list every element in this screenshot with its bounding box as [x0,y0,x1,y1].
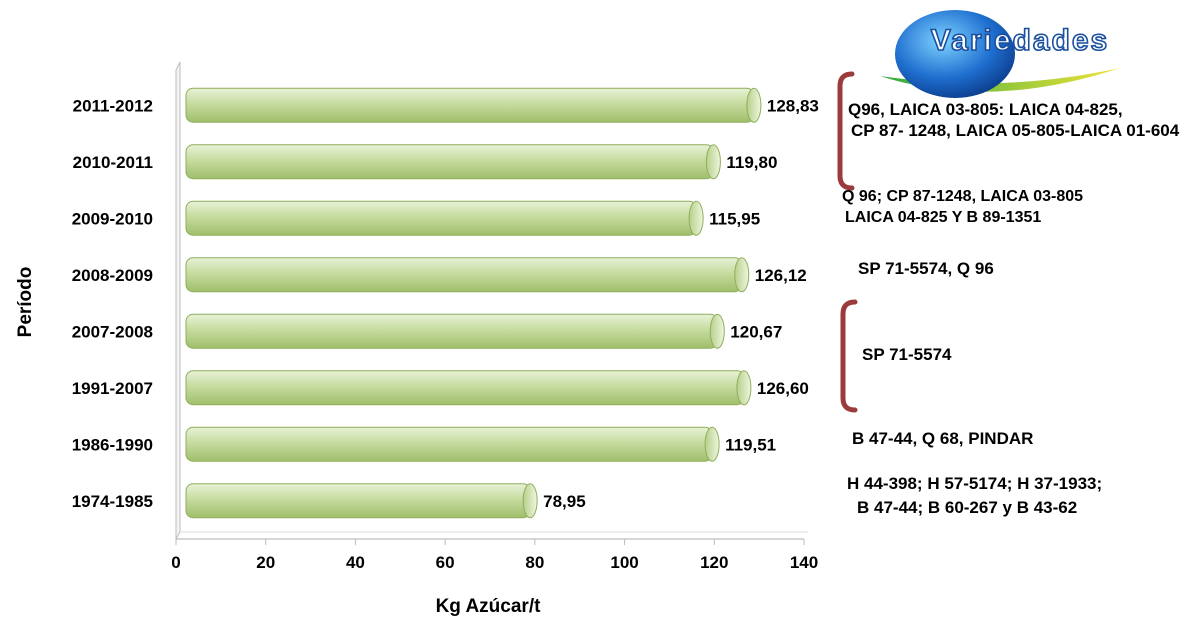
category-label: 2009-2010 [72,209,153,228]
x-tick-label: 120 [700,553,728,572]
variedades-logo: Variedades [880,10,1120,98]
annotation-line: SP 71-5574 [862,345,952,364]
category-label: 1974-1985 [72,492,153,511]
bar [185,257,743,293]
category-label: 1986-1990 [72,435,153,454]
annotation-line: SP 71-5574, Q 96 [858,259,994,278]
annotation-1991-2008: SP 71-5574 [862,344,951,365]
value-label: 126,60 [757,379,809,398]
logo-text: Variedades [931,24,1109,57]
bar [185,370,745,406]
bar-cap [734,257,750,293]
annotation-line: H 44-398; H 57-5174; H 37-1933; [847,474,1103,493]
y-axis-title: Período [15,267,36,338]
value-label: 126,12 [755,266,807,285]
category-label: 2008-2009 [72,266,153,285]
annotation-line: B 47-44; B 60-267 y B 43-62 [857,498,1078,517]
bar-cap [736,370,752,406]
bar [185,483,531,519]
annotation-2010-2012: Q96, LAICA 03-805: LAICA 04-825, CP 87- … [848,99,1179,141]
category-label: 2010-2011 [73,153,153,172]
annotation-2009-2010: Q 96; CP 87-1248, LAICA 03-805 LAICA 04-… [842,186,1083,228]
bar-cap [705,144,721,180]
value-label: 115,95 [709,209,760,228]
bar [185,200,697,236]
bracket [840,299,858,413]
bar-cap [688,200,704,236]
bar-cap [709,313,725,349]
annotation-2008-2009: SP 71-5574, Q 96 [858,258,994,279]
value-label: 119,51 [725,435,776,454]
x-tick-label: 0 [171,553,180,572]
x-tick-label: 60 [436,553,455,572]
bar-cap [704,426,720,462]
annotation-1974-1985: H 44-398; H 57-5174; H 37-1933; B 47-44;… [847,472,1102,520]
category-label: 2011-2012 [73,96,153,115]
annotation-line: Q96, LAICA 03-805: LAICA 04-825, [848,100,1123,119]
x-tick-label: 20 [256,553,275,572]
annotation-line: B 47-44, Q 68, PINDAR [852,429,1034,448]
x-tick-label: 140 [790,553,818,572]
x-tick-label: 100 [610,553,638,572]
annotation-line: LAICA 04-825 Y B 89-1351 [845,209,1042,226]
annotation-line: Q 96; CP 87-1248, LAICA 03-805 [842,188,1084,205]
x-tick-label: 80 [525,553,544,572]
x-tick-label: 40 [346,553,365,572]
category-label: 2007-2008 [72,322,153,341]
bar [185,144,714,180]
bar [185,426,713,462]
x-axis-title: Kg Azúcar/t [436,596,542,617]
bar [185,313,718,349]
category-label: 1991-2007 [72,379,153,398]
value-label: 128,83 [767,96,819,115]
bar [185,87,755,123]
value-label: 119,80 [726,153,777,172]
value-label: 78,95 [543,492,586,511]
value-label: 120,67 [730,322,782,341]
bracket [837,71,855,191]
annotation-line: CP 87- 1248, LAICA 05-805-LAICA 01-604 [851,121,1180,140]
bar-cap [746,87,762,123]
annotation-1986-1990: B 47-44, Q 68, PINDAR [852,428,1033,449]
bar-cap [522,483,538,519]
axis-wall [175,61,181,541]
